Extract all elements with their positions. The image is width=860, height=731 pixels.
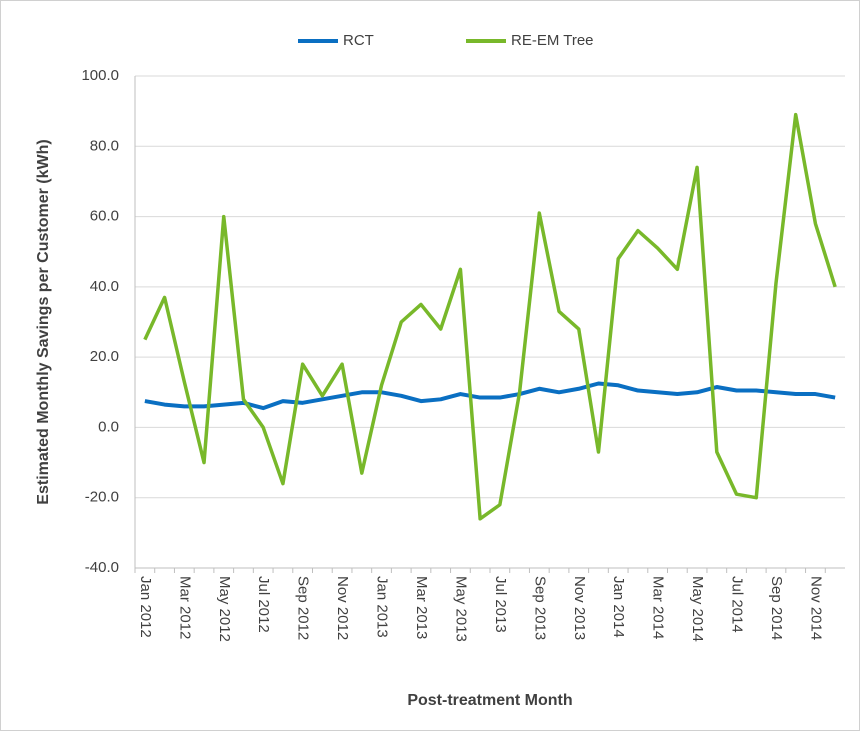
x-tick-label: Mar 2014: [650, 576, 667, 639]
x-tick-label: Nov 2014: [807, 576, 824, 640]
x-tick-label: Nov 2012: [334, 576, 351, 640]
y-axis-title: Estimated Monthly Savings per Customer (…: [35, 139, 52, 504]
x-tick-label: Nov 2013: [571, 576, 588, 640]
y-tick-label: 100.0: [81, 67, 119, 84]
y-tick-label: 0.0: [98, 418, 119, 435]
x-tick-label: Sep 2012: [295, 576, 312, 640]
series-line: [143, 112, 837, 521]
x-tick-label: Jan 2013: [374, 576, 391, 638]
x-tick-label: Mar 2013: [413, 576, 430, 639]
x-tick-label: Jul 2014: [729, 576, 746, 633]
y-tick-label: 40.0: [90, 278, 119, 295]
x-axis-title: Post-treatment Month: [407, 692, 572, 709]
series-line: [144, 381, 836, 411]
x-tick-label: Jan 2014: [610, 576, 627, 638]
y-tick-label: -20.0: [85, 489, 119, 506]
y-tick-label: 20.0: [90, 348, 119, 365]
x-tick-label: Jul 2012: [255, 576, 272, 633]
x-tick-label: Sep 2014: [768, 576, 785, 640]
x-tick-label: Sep 2013: [531, 576, 548, 640]
x-tick-label: May 2014: [689, 576, 706, 642]
x-tick-label: May 2012: [216, 576, 233, 642]
legend-label: RCT: [343, 32, 374, 49]
y-tick-label: -40.0: [85, 559, 119, 576]
legend-label: RE-EM Tree: [511, 32, 594, 49]
y-tick-label: 80.0: [90, 137, 119, 154]
x-tick-label: Mar 2012: [176, 576, 193, 639]
x-tick-label: May 2013: [452, 576, 469, 642]
x-tick-label: Jul 2013: [492, 576, 509, 633]
x-tick-label: Jan 2012: [137, 576, 154, 638]
y-tick-label: 60.0: [90, 208, 119, 225]
